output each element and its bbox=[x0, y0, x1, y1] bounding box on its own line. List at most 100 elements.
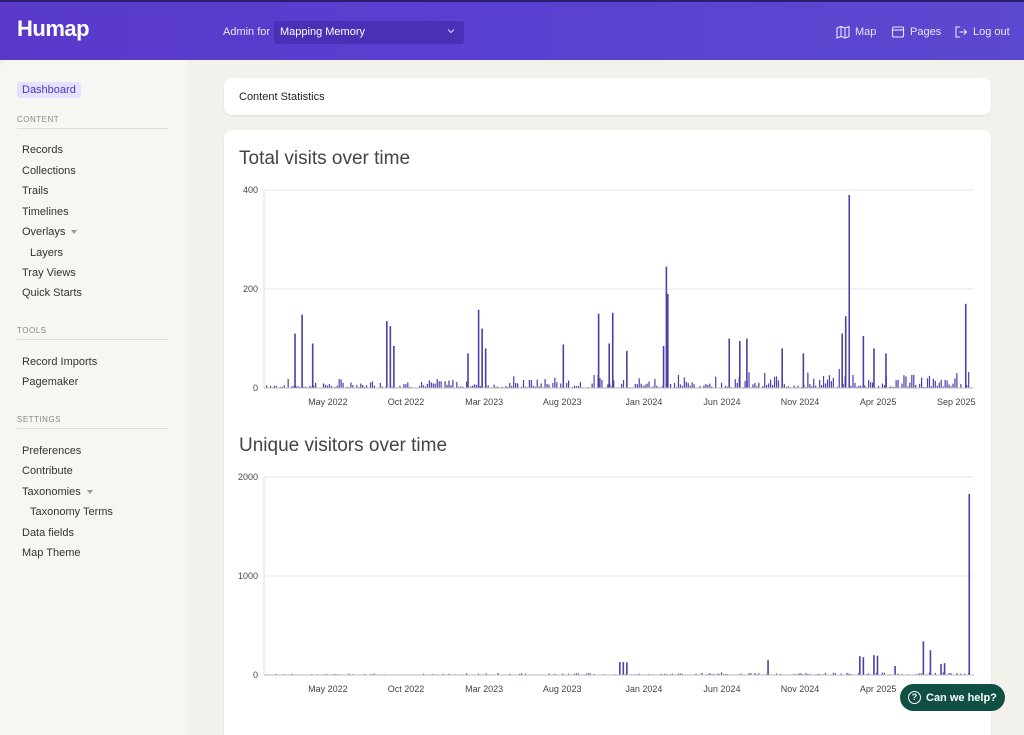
bar bbox=[909, 382, 911, 388]
top-bar: Humap Admin for Mapping Memory Map Pages… bbox=[0, 0, 1024, 60]
bar bbox=[301, 314, 303, 388]
bar bbox=[273, 385, 276, 388]
sidebar-item-taxonomy-terms[interactable]: Taxonomy Terms bbox=[30, 506, 113, 518]
bar bbox=[283, 385, 285, 388]
bar bbox=[744, 381, 746, 388]
bar bbox=[805, 673, 807, 675]
bar bbox=[775, 673, 778, 675]
sidebar-item-overlays[interactable]: Overlays bbox=[22, 226, 78, 238]
sidebar-item-pagemaker[interactable]: Pagemaker bbox=[22, 376, 79, 388]
sidebar-item-data-fields[interactable]: Data fields bbox=[22, 527, 74, 539]
sidebar-item-quick-starts[interactable]: Quick Starts bbox=[22, 287, 82, 299]
sidebar-item-dashboard[interactable]: Dashboard bbox=[17, 82, 81, 98]
section-title: Content Statistics bbox=[239, 91, 325, 103]
admin-for-label: Admin for bbox=[223, 26, 271, 38]
bar bbox=[919, 673, 921, 675]
bar bbox=[636, 384, 638, 388]
sidebar-item-layers[interactable]: Layers bbox=[30, 247, 64, 259]
bar bbox=[640, 383, 642, 388]
bar bbox=[622, 662, 625, 675]
bar bbox=[634, 383, 636, 388]
bar bbox=[877, 385, 880, 388]
bar bbox=[811, 386, 813, 388]
bar bbox=[644, 384, 646, 388]
bar bbox=[950, 386, 952, 388]
bar bbox=[338, 379, 340, 388]
humap-logo[interactable]: Humap bbox=[17, 16, 90, 41]
nav-logout[interactable]: Log out bbox=[954, 25, 1010, 39]
sidebar-item-map-theme[interactable]: Map Theme bbox=[22, 547, 81, 559]
sidebar-item-records[interactable]: Records bbox=[22, 144, 63, 156]
sidebar-item-timelines[interactable]: Timelines bbox=[22, 206, 69, 218]
bar bbox=[505, 385, 507, 388]
bar bbox=[513, 376, 515, 388]
bar bbox=[834, 673, 836, 675]
bar bbox=[901, 383, 903, 388]
bar bbox=[573, 673, 576, 675]
nav-map[interactable]: Map bbox=[836, 25, 876, 39]
bar bbox=[466, 673, 468, 675]
bar bbox=[801, 386, 803, 388]
bar bbox=[326, 385, 328, 388]
sidebar-item-tray-views[interactable]: Tray Views bbox=[22, 267, 76, 279]
bar bbox=[497, 673, 499, 675]
bar bbox=[509, 383, 511, 388]
sidebar-item-record-imports[interactable]: Record Imports bbox=[22, 356, 98, 368]
bar bbox=[613, 380, 615, 388]
bar bbox=[746, 338, 748, 388]
bar bbox=[297, 386, 299, 388]
bar bbox=[538, 386, 540, 388]
bar bbox=[660, 673, 662, 675]
bar bbox=[911, 375, 913, 388]
x-tick-label: Jun 2024 bbox=[703, 684, 740, 694]
bar bbox=[652, 386, 654, 388]
bar bbox=[462, 386, 464, 388]
bar bbox=[785, 386, 787, 388]
bar bbox=[689, 385, 691, 388]
bar bbox=[748, 673, 750, 675]
bar bbox=[862, 336, 865, 388]
bar bbox=[695, 673, 697, 675]
y-tick-label: 2000 bbox=[238, 472, 258, 482]
sidebar-heading-settings: SETTINGS bbox=[17, 415, 62, 424]
nav-pages[interactable]: Pages bbox=[891, 25, 941, 39]
bar bbox=[868, 673, 870, 675]
bar bbox=[938, 382, 940, 388]
bar bbox=[873, 655, 875, 675]
bar bbox=[801, 673, 803, 675]
bar bbox=[885, 353, 887, 388]
sidebar-heading-content: CONTENT bbox=[17, 115, 60, 124]
sidebar-item-trails[interactable]: Trails bbox=[22, 185, 49, 197]
bar bbox=[858, 672, 860, 675]
bar bbox=[575, 386, 578, 388]
sidebar-item-collections[interactable]: Collections bbox=[22, 165, 76, 177]
bar bbox=[524, 673, 527, 675]
bar bbox=[430, 382, 432, 388]
help-button[interactable]: ? Can we help? bbox=[900, 684, 1005, 711]
bar bbox=[422, 385, 425, 388]
x-tick-label: Aug 2023 bbox=[543, 397, 582, 407]
bar bbox=[875, 672, 878, 675]
bar bbox=[820, 385, 823, 388]
bar bbox=[687, 382, 689, 388]
sidebar-item-contribute[interactable]: Contribute bbox=[22, 465, 73, 477]
bar bbox=[562, 344, 565, 388]
sidebar-item-preferences[interactable]: Preferences bbox=[22, 445, 82, 457]
bar bbox=[919, 383, 921, 388]
x-tick-label: May 2022 bbox=[308, 397, 348, 407]
x-tick-label: Nov 2024 bbox=[781, 397, 820, 407]
bar bbox=[940, 379, 942, 388]
bar bbox=[932, 378, 934, 388]
bar bbox=[546, 383, 548, 388]
bar bbox=[883, 672, 885, 675]
bar bbox=[566, 382, 568, 388]
bar bbox=[720, 382, 723, 388]
sidebar-item-taxonomies-label: Taxonomies bbox=[22, 486, 81, 498]
bar bbox=[311, 386, 313, 388]
sidebar-item-taxonomies[interactable]: Taxonomies bbox=[22, 486, 93, 498]
bar bbox=[913, 374, 915, 388]
bar bbox=[956, 373, 958, 388]
bar bbox=[552, 382, 554, 388]
bar bbox=[956, 673, 958, 675]
project-select[interactable]: Mapping Memory bbox=[274, 21, 464, 44]
